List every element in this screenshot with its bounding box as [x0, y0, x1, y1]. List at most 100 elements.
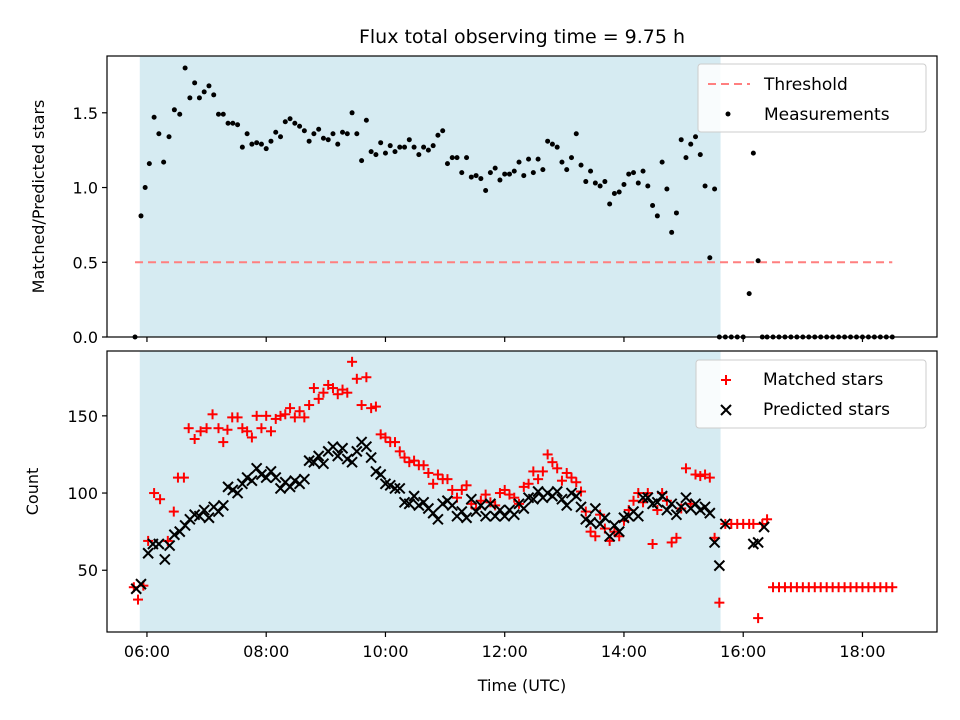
measurement-point [688, 141, 694, 147]
matched-stars-point [389, 437, 400, 448]
measurement-point [220, 111, 226, 117]
legend-predicted-swatch [720, 404, 732, 416]
matched-stars-point [652, 505, 663, 516]
measurement-point [206, 83, 212, 89]
predicted-stars-point [389, 482, 401, 495]
predicted-stars-points [130, 436, 770, 595]
measurement-point [526, 156, 532, 162]
predicted-stars-point [704, 507, 716, 519]
matched-stars-point [404, 457, 415, 468]
measurement-point [142, 185, 148, 191]
predicted-stars-point [298, 473, 311, 485]
matched-stars-point [232, 412, 243, 423]
matched-stars-point [256, 423, 267, 434]
predicted-stars-point [332, 450, 344, 462]
matched-stars-point [143, 535, 154, 546]
measurement-point [545, 138, 551, 144]
predicted-stars-point [656, 490, 668, 502]
measurement-point [607, 201, 613, 207]
measurement-point [664, 186, 670, 192]
ratio-panel: 0.0 0.5 1.0 1.5 Matched/Predicted stars Thr… [29, 55, 938, 347]
count-legend: Matched stars Predicted stars [695, 359, 927, 429]
count-panel: 50 100 150 06:00 08:00 10:00 12:00 14:00 16:00 1… [23, 350, 938, 695]
measurement-point [755, 258, 761, 264]
count-legend-box [695, 359, 927, 429]
predicted-stars-point [680, 491, 692, 504]
predicted-stars-point [708, 536, 721, 549]
measurement-point [161, 159, 167, 165]
matched-stars-point [178, 472, 189, 483]
measurement-point [673, 210, 679, 216]
predicted-stars-point [360, 441, 373, 453]
observing-window-shade [139, 56, 721, 337]
measurement-point [363, 117, 369, 123]
measurement-point [616, 189, 622, 195]
predicted-stars-point [584, 516, 597, 529]
measurement-point [583, 179, 589, 185]
matched-stars-point [308, 383, 319, 394]
measurement-point [239, 144, 245, 150]
matched-stars-point [222, 424, 233, 435]
matched-stars-point [318, 387, 329, 398]
measurement-point [478, 176, 484, 182]
measurement-point [435, 132, 441, 138]
matched-stars-point [442, 474, 453, 485]
matched-stars-point [313, 393, 324, 404]
x-axis-label: Time (UTC) [477, 676, 566, 695]
measurement-point [564, 167, 570, 173]
measurement-point [335, 141, 341, 147]
measurement-point [325, 137, 331, 143]
predicted-stars-point [475, 499, 487, 512]
measurement-point [182, 65, 188, 71]
measurement-point [444, 161, 450, 167]
measurement-point [151, 114, 157, 120]
measurement-point [177, 111, 183, 117]
matched-stars-point [366, 403, 377, 414]
measurement-point [254, 140, 260, 146]
matched-stars-point [289, 412, 300, 423]
predicted-stars-point [719, 518, 732, 530]
matched-stars-point [887, 582, 898, 593]
measurement-point [459, 170, 465, 176]
measurement-point [626, 171, 632, 177]
measurement-point [373, 152, 379, 158]
predicted-stars-point [365, 451, 377, 464]
matched-stars-point [394, 446, 405, 457]
measurement-point [138, 213, 144, 219]
measurement-point [301, 128, 307, 134]
matched-stars-point [695, 471, 706, 482]
predicted-stars-point [752, 536, 764, 549]
measurement-point [454, 155, 460, 161]
matched-stars-point [556, 475, 567, 486]
measurement-point [506, 171, 512, 177]
matched-stars-point [213, 423, 224, 434]
matched-stars-point [585, 526, 596, 537]
y-tick-label: 1.0 [73, 179, 98, 198]
measurement-point [588, 168, 594, 174]
matched-stars-point [647, 538, 658, 549]
measurement-point [669, 229, 675, 235]
matched-stars-point [201, 423, 212, 434]
measurement-point [697, 152, 703, 158]
matched-stars-point [332, 389, 343, 400]
predicted-stars-point [670, 508, 683, 521]
matched-stars-point [571, 477, 582, 488]
measurement-point [287, 116, 293, 122]
measurement-point [192, 80, 198, 86]
predicted-stars-point [551, 485, 563, 498]
predicted-stars-point [203, 512, 215, 524]
ratio-axes-frame [106, 55, 938, 338]
predicted-stars-point [327, 441, 339, 453]
matched-stars-points [128, 356, 898, 624]
predicted-stars-point [217, 499, 229, 512]
matched-stars-point [461, 480, 472, 491]
predicted-stars-point [675, 501, 687, 513]
measurement-point [707, 255, 713, 261]
measurement-point [659, 159, 665, 165]
measurement-point [487, 170, 493, 176]
measurement-point [359, 158, 365, 164]
predicted-stars-point [163, 539, 176, 552]
x-tick-label: 06:00 [124, 642, 170, 661]
measurement-point [497, 177, 503, 183]
